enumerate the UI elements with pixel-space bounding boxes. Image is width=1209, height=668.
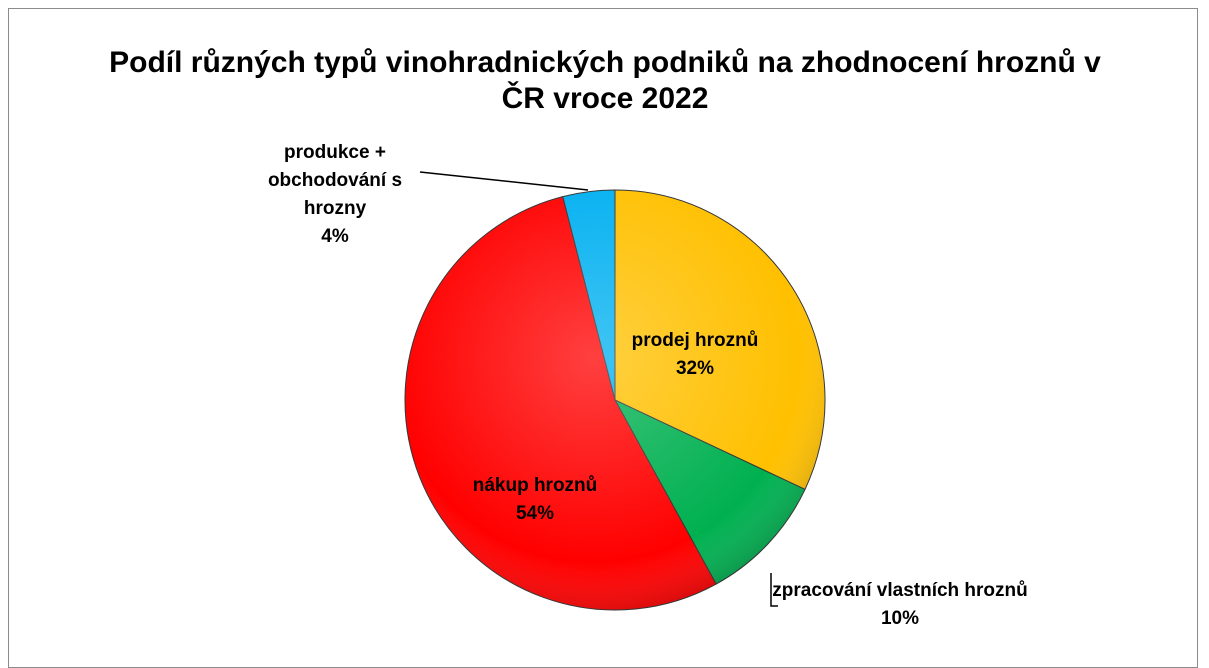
category-label: prodej hroznů (631, 330, 759, 351)
category-label: zpracování vlastních hroznů (772, 580, 1028, 601)
chart-title: Podíl různých typů vinohradnických podni… (109, 46, 1101, 115)
data-label: zpracování vlastních hroznů 10% (770, 577, 1030, 633)
category-label: produkce + obchodování s hrozny (267, 142, 403, 219)
value-label: 4% (321, 226, 349, 247)
data-label: produkce + obchodování s hrozny 4% (250, 139, 420, 251)
value-label: 54% (515, 503, 555, 524)
category-label: nákup hroznů (472, 475, 598, 496)
value-label: 32% (675, 358, 715, 379)
data-label: nákup hroznů 54% (435, 472, 635, 528)
data-label: prodej hroznů 32% (595, 327, 795, 383)
leader-line (419, 171, 589, 191)
value-label: 10% (880, 608, 920, 629)
